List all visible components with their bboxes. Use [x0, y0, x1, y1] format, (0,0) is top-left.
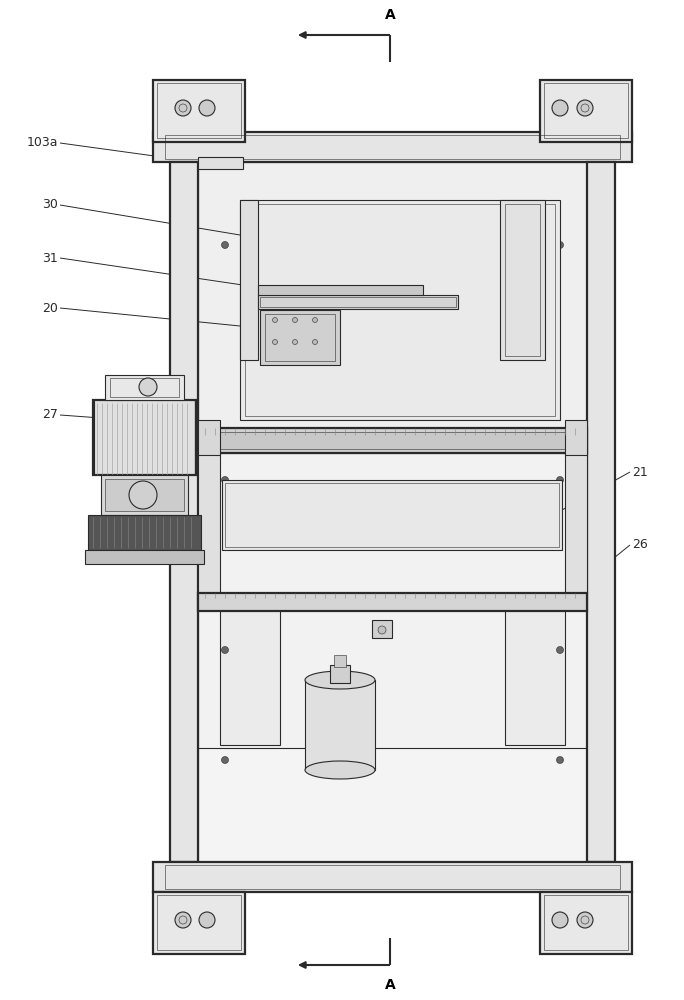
Bar [334, 655, 346, 667]
Text: 103a: 103a [27, 136, 58, 149]
Bar [157, 83, 241, 138]
Bar [258, 295, 458, 309]
Bar [222, 480, 562, 550]
Bar [540, 80, 632, 142]
Bar [565, 420, 587, 455]
Bar [220, 600, 280, 745]
Bar [260, 297, 456, 307]
Circle shape [557, 241, 564, 248]
Bar [198, 428, 587, 453]
Circle shape [577, 100, 593, 116]
Text: 26: 26 [632, 538, 648, 552]
Bar [198, 453, 220, 593]
Bar [153, 862, 632, 892]
Circle shape [222, 756, 228, 764]
Bar [88, 515, 201, 550]
Circle shape [313, 340, 317, 344]
Bar [265, 314, 335, 361]
Bar [198, 593, 587, 748]
Ellipse shape [305, 761, 375, 779]
Circle shape [557, 756, 564, 764]
Ellipse shape [305, 671, 375, 689]
Bar [540, 892, 632, 954]
Bar [565, 453, 587, 593]
Text: 21: 21 [632, 466, 648, 479]
Circle shape [272, 340, 278, 344]
Circle shape [378, 626, 386, 634]
Bar [240, 200, 258, 360]
Circle shape [272, 318, 278, 322]
Circle shape [557, 477, 564, 484]
Bar [153, 80, 245, 142]
Bar [198, 157, 243, 169]
Bar [165, 865, 620, 889]
Circle shape [577, 912, 593, 928]
Bar [93, 400, 196, 475]
Bar [330, 665, 350, 683]
Text: A: A [384, 8, 395, 22]
Circle shape [313, 318, 317, 322]
Bar [245, 204, 555, 416]
Bar [105, 479, 184, 511]
Circle shape [293, 340, 298, 344]
Bar [505, 600, 565, 745]
Bar [372, 620, 392, 638]
Circle shape [552, 912, 568, 928]
Circle shape [293, 318, 298, 322]
Bar [153, 132, 632, 162]
Bar [85, 550, 204, 564]
Bar [198, 432, 587, 449]
Circle shape [222, 716, 228, 724]
Text: 27: 27 [42, 408, 58, 422]
Circle shape [222, 241, 228, 248]
Circle shape [552, 100, 568, 116]
Bar [544, 895, 628, 950]
Circle shape [557, 647, 564, 654]
Bar [544, 83, 628, 138]
Circle shape [139, 378, 157, 396]
Bar [157, 895, 241, 950]
Bar [505, 204, 540, 356]
Text: A: A [384, 978, 395, 992]
Circle shape [175, 912, 191, 928]
Bar [258, 285, 423, 295]
Bar [198, 162, 587, 432]
Bar [587, 162, 615, 862]
Bar [170, 162, 198, 862]
Bar [225, 483, 559, 547]
Text: 31: 31 [42, 251, 58, 264]
Circle shape [175, 100, 191, 116]
Bar [110, 378, 179, 397]
Bar [240, 200, 560, 420]
Circle shape [557, 716, 564, 724]
Circle shape [199, 912, 215, 928]
Bar [105, 375, 184, 400]
Bar [165, 135, 620, 159]
Circle shape [199, 100, 215, 116]
Text: 30: 30 [42, 198, 58, 212]
Bar [198, 593, 587, 611]
Bar [260, 310, 340, 365]
Bar [198, 453, 587, 593]
Circle shape [222, 647, 228, 654]
Bar [198, 162, 587, 862]
Bar [198, 420, 220, 455]
Bar [101, 475, 188, 515]
Bar [153, 892, 245, 954]
Circle shape [222, 477, 228, 484]
Bar [305, 680, 375, 770]
Text: 20: 20 [42, 302, 58, 314]
Circle shape [129, 481, 157, 509]
Bar [500, 200, 545, 360]
